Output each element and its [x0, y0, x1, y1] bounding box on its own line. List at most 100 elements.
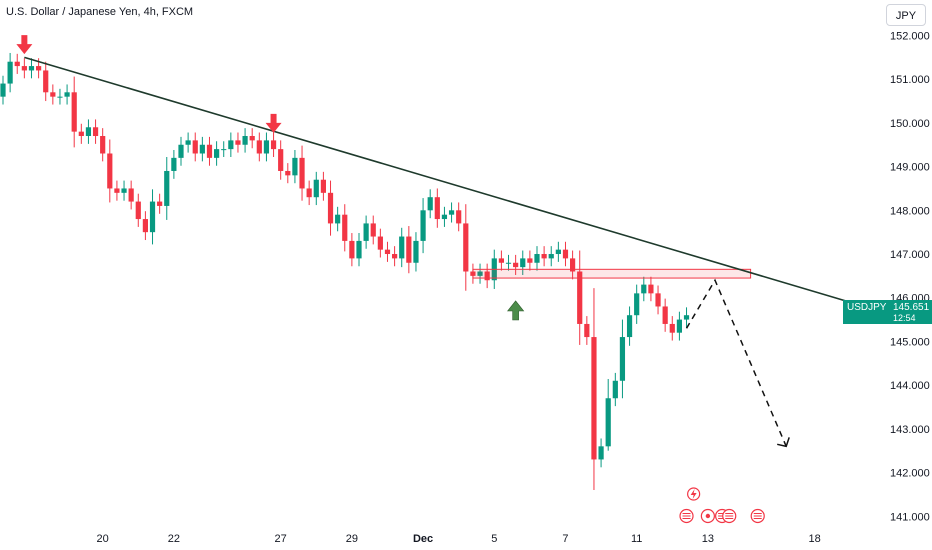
- candle: [306, 180, 312, 206]
- x-tick-label: Dec: [413, 533, 433, 545]
- candle-body: [655, 293, 661, 307]
- flag-event-icon: [750, 508, 765, 524]
- y-tick-label: 149.000: [890, 162, 930, 174]
- candle-body: [406, 236, 412, 263]
- candle-body: [520, 258, 526, 268]
- arrow-up-icon: [507, 300, 525, 321]
- projection-path: [685, 278, 787, 447]
- candle: [228, 132, 234, 157]
- candle-body: [256, 140, 262, 154]
- candle: [249, 128, 255, 149]
- candle: [413, 232, 419, 272]
- candle-body: [36, 66, 42, 71]
- candle-body: [392, 254, 398, 259]
- candle: [192, 132, 198, 162]
- candle-body: [612, 380, 618, 399]
- candle-body: [356, 240, 362, 259]
- candle: [392, 246, 398, 267]
- candle-body: [149, 201, 156, 233]
- resistance-zone: [472, 268, 752, 279]
- candle-body: [335, 214, 341, 224]
- y-tick-label: 151.000: [890, 74, 930, 86]
- candle: [100, 128, 106, 162]
- current-price-tag: USDJPY 145.651 12:54: [843, 300, 932, 324]
- candle-body: [199, 144, 205, 154]
- candle-body: [683, 315, 690, 320]
- candle: [43, 61, 49, 102]
- candle-body: [214, 149, 220, 158]
- candle: [292, 149, 298, 184]
- y-tick-label: 144.000: [890, 380, 930, 392]
- dot-event-icon: [700, 508, 715, 524]
- candle-body: [100, 136, 106, 154]
- candle-body: [249, 136, 255, 141]
- candle: [541, 246, 547, 267]
- candle-body: [64, 92, 70, 97]
- candle-body: [534, 254, 540, 263]
- candle: [456, 202, 462, 232]
- y-tick-label: 142.000: [890, 468, 930, 480]
- candle-body: [327, 192, 334, 224]
- candle-body: [641, 284, 647, 294]
- candle: [185, 132, 191, 153]
- candle-body: [342, 214, 348, 241]
- candle-body: [292, 157, 298, 176]
- flag-event-icon: [722, 508, 737, 524]
- candle-body: [278, 149, 284, 171]
- candle: [427, 189, 433, 219]
- x-tick-label: 11: [631, 533, 642, 545]
- candle-body: [50, 92, 56, 97]
- candle: [641, 276, 647, 302]
- candle-body: [634, 293, 640, 316]
- candle-body: [114, 188, 120, 193]
- candle: [448, 202, 455, 223]
- candle: [669, 316, 675, 341]
- candle-body: [370, 223, 376, 237]
- candle-body: [384, 249, 391, 255]
- candle-body: [669, 323, 675, 333]
- candle: [505, 254, 512, 271]
- candle-body: [605, 398, 611, 447]
- candle-body: [299, 157, 305, 189]
- candle-body: [157, 201, 163, 206]
- candle-body: [142, 219, 148, 233]
- candle: [612, 372, 618, 407]
- candle: [206, 136, 213, 166]
- price-tag-countdown: 12:54: [893, 313, 916, 323]
- candle-body: [178, 144, 184, 158]
- candle: [527, 250, 533, 271]
- candle-body: [399, 236, 405, 259]
- candle: [626, 306, 633, 346]
- candle: [0, 75, 6, 105]
- candle-body: [78, 131, 84, 137]
- candle-body: [263, 140, 270, 154]
- candle: [463, 204, 469, 291]
- candle: [256, 132, 262, 162]
- candle: [377, 228, 383, 258]
- price-tag-symbol: USDJPY: [847, 302, 887, 313]
- event-dot: [705, 513, 711, 519]
- candle: [114, 180, 120, 201]
- candle: [85, 119, 92, 144]
- candle-body: [164, 170, 170, 206]
- chart-title: U.S. Dollar / Japanese Yen, 4h, FXCM: [6, 6, 194, 18]
- candle: [135, 193, 141, 227]
- candle-body: [505, 262, 512, 264]
- currency-button[interactable]: JPY: [886, 4, 926, 26]
- candle: [278, 140, 284, 180]
- candle-body: [0, 83, 6, 97]
- y-tick-label: 141.000: [890, 511, 930, 523]
- candle-body: [562, 249, 569, 259]
- candle: [356, 233, 362, 267]
- x-tick-label: 22: [168, 533, 180, 545]
- candle: [221, 141, 227, 157]
- candle-body: [584, 323, 590, 338]
- candle-body: [235, 140, 241, 145]
- candle-body: [320, 179, 326, 193]
- candle: [327, 180, 334, 236]
- candle: [548, 246, 554, 267]
- candle: [50, 84, 56, 105]
- candle-body: [498, 258, 504, 263]
- candle: [214, 141, 220, 166]
